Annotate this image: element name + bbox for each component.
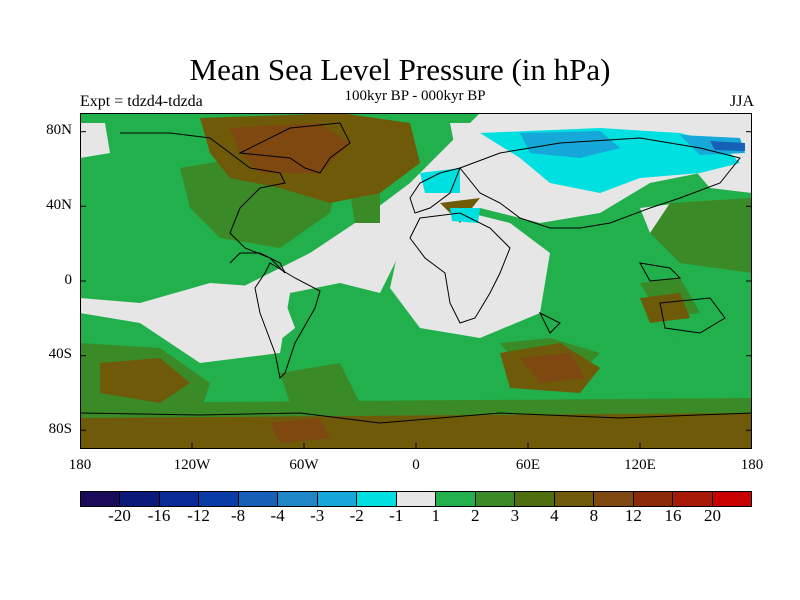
colorbar-label: 8 <box>589 506 599 525</box>
colorbar-box <box>238 492 279 506</box>
pressure-map <box>80 113 752 449</box>
colorbar-box <box>199 492 239 506</box>
x-tick-180e: 180 <box>740 457 764 473</box>
colorbar-box <box>357 492 397 506</box>
colorbar-label: -20 <box>108 506 131 525</box>
colorbar-label: 16 <box>664 506 682 525</box>
colorbar-box <box>396 492 437 506</box>
colorbar-box <box>594 492 634 506</box>
y-tick-80n: 80N <box>46 122 72 138</box>
colorbar-box <box>120 492 160 506</box>
colorbar-label: 3 <box>510 506 520 525</box>
period-label: 100kyr BP - 000kyr BP <box>344 88 486 104</box>
colorbar-box <box>436 492 476 506</box>
colorbar-label: 1 <box>431 506 441 525</box>
experiment-label: Expt = tdzd4-tdzda <box>80 93 203 110</box>
colorbar-label: -4 <box>270 506 285 525</box>
colorbar-label: 12 <box>624 506 642 525</box>
y-tick-40s: 40S <box>48 346 72 362</box>
x-tick-120e: 120E <box>624 457 656 473</box>
colorbar-label: 20 <box>703 506 721 525</box>
colorbar-box <box>515 492 555 506</box>
colorbar-label: -1 <box>389 506 404 525</box>
colorbar-box <box>278 492 318 506</box>
season-label: JJA <box>729 93 754 110</box>
x-tick-120w: 120W <box>173 457 211 473</box>
colorbar-box <box>554 492 595 506</box>
y-tick-0: 0 <box>64 272 73 288</box>
colorbar <box>80 491 752 507</box>
x-tick-180w: 180 <box>68 457 92 473</box>
map-title: Mean Sea Level Pressure (in hPa) <box>189 52 611 87</box>
colorbar-label: 2 <box>471 506 480 525</box>
y-tick-40n: 40N <box>46 197 72 213</box>
x-tick-60w: 60W <box>289 457 319 473</box>
colorbar-box <box>475 492 516 506</box>
colorbar-box <box>633 492 674 506</box>
x-tick-60e: 60E <box>515 457 541 473</box>
colorbar-box <box>317 492 358 506</box>
x-tick-0: 0 <box>412 457 420 473</box>
colorbar-label: 4 <box>550 506 559 525</box>
colorbar-label: -16 <box>147 506 171 525</box>
colorbar-label: -2 <box>349 506 364 525</box>
colorbar-label: -8 <box>231 506 246 525</box>
colorbar-label: -12 <box>187 506 210 525</box>
y-tick-80s: 80S <box>48 421 72 437</box>
colorbar-box <box>81 492 121 506</box>
colorbar-label: -3 <box>310 506 325 525</box>
colorbar-box <box>712 492 751 506</box>
colorbar-box <box>673 492 713 506</box>
colorbar-box <box>159 492 200 506</box>
